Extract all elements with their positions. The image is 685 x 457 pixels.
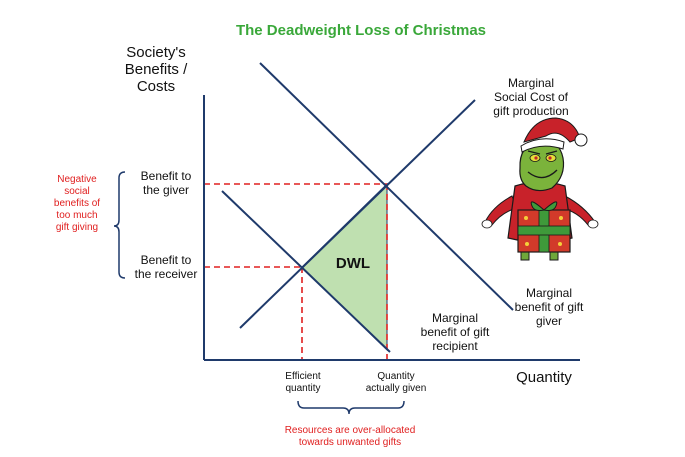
left-annotation-line-1: Negative (57, 174, 97, 185)
bottom-annotation-line-1: Resources are over-allocated (285, 425, 416, 436)
left-annotation: Negative social benefits of too much gift gi… (54, 174, 100, 233)
axes (203, 95, 580, 361)
left-brace (113, 171, 126, 279)
y-axis-label-line-3: Costs (137, 78, 175, 95)
y-axis-label-line-1: Society's (126, 44, 186, 61)
series-label-marginal-benefit-giver-line-3: giver (536, 314, 562, 328)
left-annotation-line-4: too much (56, 210, 97, 221)
x-tick-label-actual-line-2: actually given (366, 383, 427, 394)
series-label-marginal-benefit-giver: Marginal benefit of gift giver (515, 286, 584, 328)
left-annotation-line-3: benefits of (54, 198, 100, 209)
series-label-marginal-social-cost-line-1: Marginal (508, 76, 554, 90)
series-label-marginal-benefit-giver-line-1: Marginal (526, 286, 572, 300)
series-label-marginal-benefit-giver-line-2: benefit of gift (515, 300, 584, 314)
left-annotation-line-5: gift giving (56, 222, 98, 233)
y-tick-label-giver: Benefit to the giver (141, 169, 192, 197)
left-annotation-line-2: social (64, 186, 90, 197)
x-tick-label-efficient-line-2: quantity (285, 383, 320, 394)
y-tick-label-giver-line-1: Benefit to (141, 169, 192, 183)
y-axis-label: Society's Benefits / Costs (125, 44, 188, 95)
marginal-social-cost-line (239, 99, 476, 329)
series-label-marginal-benefit-recipient-line-3: recipient (432, 339, 478, 353)
series-label-marginal-social-cost: Marginal Social Cost of gift production (493, 76, 568, 118)
series-label-marginal-social-cost-line-2: Social Cost of (494, 90, 569, 104)
y-tick-label-giver-line-2: the giver (143, 183, 189, 197)
marginal-benefit-giver-line (259, 62, 514, 311)
series-label-marginal-benefit-recipient-line-1: Marginal (432, 311, 478, 325)
y-tick-label-receiver-line-2: the receiver (135, 267, 198, 281)
x-tick-label-actual: Quantity actually given (366, 371, 427, 394)
bottom-brace (297, 400, 405, 415)
grinch-with-gift-icon (481, 117, 599, 261)
curves (221, 62, 514, 353)
bottom-annotation-line-2: towards unwanted gifts (299, 437, 401, 448)
x-tick-label-actual-line-1: Quantity (377, 371, 414, 382)
series-label-marginal-benefit-recipient: Marginal benefit of gift recipient (421, 311, 490, 353)
y-tick-label-receiver-line-1: Benefit to (141, 253, 192, 267)
y-tick-label-receiver: Benefit to the receiver (135, 253, 198, 281)
series-label-marginal-benefit-recipient-line-2: benefit of gift (421, 325, 490, 339)
bottom-annotation: Resources are over-allocated towards unwa… (285, 425, 416, 448)
x-axis-label: Quantity (516, 369, 572, 386)
series-label-marginal-social-cost-line-3: gift production (493, 104, 568, 118)
x-tick-label-efficient: Efficient quantity (285, 371, 321, 394)
dwl-label: DWL (336, 255, 370, 272)
x-tick-label-efficient-line-1: Efficient (285, 371, 321, 382)
guide-lines (204, 183, 388, 359)
marginal-benefit-recipient-line (221, 190, 391, 353)
y-axis-label-line-2: Benefits / (125, 61, 188, 78)
chart-title: The Deadweight Loss of Christmas (236, 22, 486, 39)
